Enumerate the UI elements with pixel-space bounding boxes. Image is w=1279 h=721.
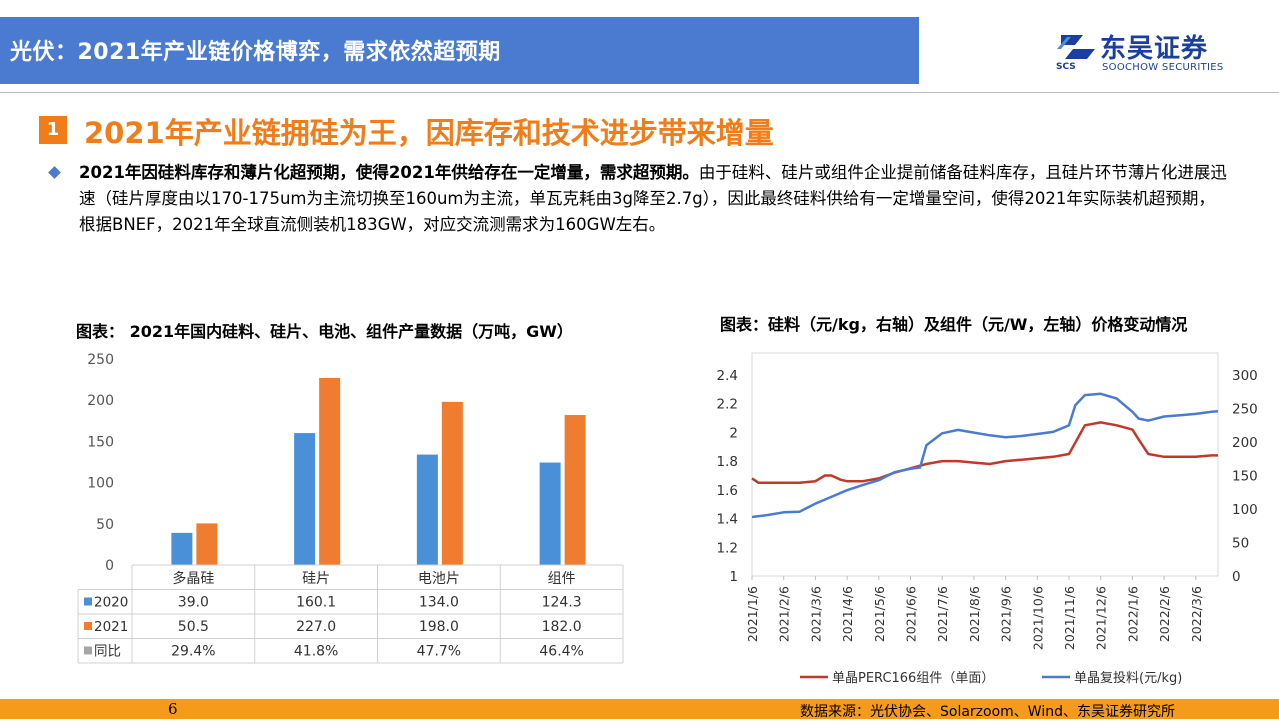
figure2-caption: 图表：硅料（元/kg，右轴）及组件（元/W，左轴）价格变动情况 [720, 315, 1188, 334]
y-left-tick-label: 1.6 [717, 483, 738, 499]
divider [0, 92, 1279, 93]
data-label: 227.0 [296, 619, 336, 635]
logo-text: 东吴证券 [1100, 34, 1209, 64]
x-tick-label: 2021/6/6 [904, 586, 919, 642]
y-right-tick-label: 0 [1232, 569, 1241, 585]
x-tick-label: 组件 [548, 571, 576, 587]
paragraph-rest: 由于硅料、硅片或组件企业提前储备硅料库存，且硅片环节薄片化进展迅速（硅片厚度由以… [79, 163, 1227, 234]
y-tick-label: 200 [87, 393, 114, 409]
series-line [751, 421, 1218, 484]
legend-swatch [84, 597, 92, 606]
data-label: 160.1 [296, 595, 336, 611]
y-tick-label: 250 [87, 352, 114, 368]
body-paragraph: 2021年因硅料库存和薄片化超预期，使得2021年供给存在一定增量，需求超预期。… [79, 160, 1229, 238]
y-tick-label: 150 [87, 434, 114, 450]
y-right-tick-label: 150 [1232, 469, 1258, 485]
data-label: 29.4% [171, 644, 215, 660]
legend-label: 单晶复投料(元/kg) [1074, 670, 1182, 686]
y-right-tick-label: 300 [1232, 368, 1258, 384]
table-row-label: 2021 [94, 619, 128, 635]
y-left-tick-label: 1.2 [717, 540, 738, 556]
paragraph-bold: 2021年因硅料库存和薄片化超预期，使得2021年供给存在一定增量，需求超预期。 [79, 163, 699, 182]
data-label: 50.5 [178, 619, 209, 635]
figure1-caption: 图表： 2021年国内硅料、硅片、电池、组件产量数据（万吨，GW） [76, 322, 573, 341]
y-tick-label: 50 [96, 517, 114, 533]
data-label: 47.7% [417, 644, 461, 660]
y-left-tick-label: 1.8 [717, 454, 738, 470]
data-label: 46.4% [539, 644, 583, 660]
bar [171, 532, 193, 565]
x-tick-label: 2021/11/6 [1062, 586, 1077, 650]
y-tick-label: 0 [105, 558, 114, 574]
page-title: 光伏：2021年产业链价格博弈，需求依然超预期 [10, 40, 501, 65]
section-number: 1 [39, 116, 67, 144]
x-tick-label: 2021/7/6 [935, 586, 950, 642]
table-row-label: 2020 [94, 595, 128, 611]
y-right-tick-label: 250 [1232, 402, 1258, 418]
x-tick-label: 2021/2/6 [777, 586, 792, 642]
logo-abbr: SCS [1056, 62, 1076, 72]
data-source: 数据来源：光伏协会、Solarzoom、Wind、东吴证券研究所 [800, 704, 1175, 720]
y-left-tick-label: 1 [729, 569, 738, 585]
y-right-tick-label: 100 [1232, 502, 1258, 518]
data-label: 182.0 [542, 619, 582, 635]
footer-bar [0, 699, 1279, 719]
bar [441, 401, 463, 565]
x-tick-label: 2021/9/6 [999, 586, 1014, 642]
logo-subtext: SOOCHOW SECURITIES [1102, 62, 1224, 73]
x-tick-label: 2021/8/6 [967, 586, 982, 642]
page-number: 6 [168, 700, 178, 718]
bar [564, 415, 586, 565]
section-title: 2021年产业链拥硅为王，因库存和技术进步带来增量 [84, 116, 774, 150]
bar [539, 462, 561, 565]
legend-swatch [84, 622, 92, 630]
y-left-tick-label: 2.2 [717, 397, 738, 413]
logo-icon [1057, 35, 1095, 59]
x-tick-label: 2022/1/6 [1125, 586, 1140, 642]
header-bar [0, 17, 919, 84]
bar [294, 433, 316, 565]
legend-swatch [84, 646, 92, 655]
x-tick-label: 2021/10/6 [1030, 586, 1045, 650]
x-tick-label: 2021/5/6 [872, 586, 887, 642]
y-right-tick-label: 50 [1232, 536, 1249, 552]
data-label: 39.0 [178, 595, 209, 611]
data-label: 124.3 [542, 595, 582, 611]
x-tick-label: 2021/3/6 [808, 586, 823, 642]
bar [416, 454, 438, 565]
series-line [751, 392, 1219, 519]
legend-label: 单晶PERC166组件（单面） [832, 671, 994, 686]
y-left-tick-label: 1.4 [717, 512, 738, 528]
bar [319, 377, 341, 565]
x-tick-label: 2022/2/6 [1157, 586, 1172, 642]
table-row-label: 同比 [94, 644, 121, 660]
x-tick-label: 硅片 [302, 571, 330, 587]
data-label: 134.0 [419, 595, 459, 611]
bar [196, 523, 218, 565]
line-chart: 1 1.2 1.4 1.6 1.8 2 2.2 2.4 0 50 100 150 200 250 300 20… [717, 352, 1258, 686]
x-tick-label: 多晶硅 [172, 570, 214, 587]
bullet-diamond-icon [48, 166, 61, 179]
y-tick-label: 100 [87, 476, 114, 492]
x-tick-label: 电池片 [418, 571, 460, 587]
y-right-tick-label: 200 [1232, 435, 1258, 451]
data-label: 198.0 [419, 619, 459, 635]
x-tick-label: 2021/12/6 [1094, 586, 1109, 650]
data-label: 41.8% [294, 644, 338, 660]
plot-area [751, 352, 1219, 577]
x-tick-label: 2021/4/6 [840, 586, 855, 642]
bar-chart: 0 50 100 150 200 250 多晶硅 硅片 电池片 组件 2020 39.0 160.1 13… [77, 352, 624, 664]
x-tick-label: 2021/1/6 [745, 586, 760, 642]
y-left-tick-label: 2.4 [717, 368, 738, 384]
y-left-tick-label: 2 [729, 425, 738, 441]
x-tick-label: 2022/3/6 [1189, 586, 1204, 642]
